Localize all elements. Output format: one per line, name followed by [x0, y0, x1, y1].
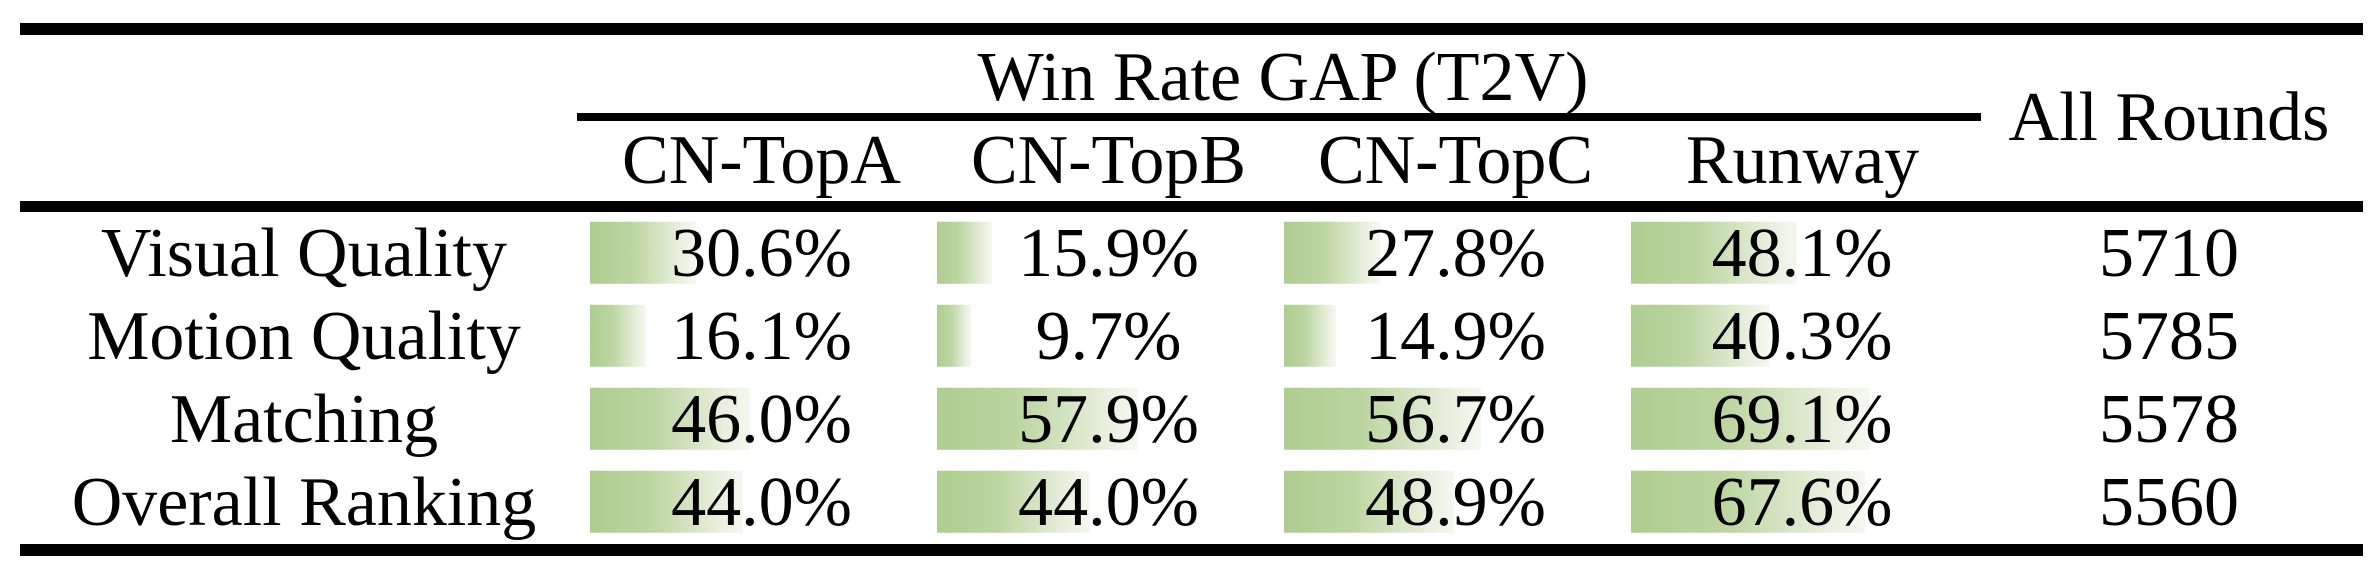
winrate-bar	[1631, 221, 1798, 284]
winrate-value: 44.0%	[671, 463, 852, 541]
winrate-cell: 44.0%	[588, 461, 935, 544]
table-row-motion-quality: Motion Quality 16.1% 9.7% 14.9% 40.3% 57…	[20, 295, 2363, 378]
row-label-text: Visual Quality	[100, 214, 508, 292]
winrate-value: 16.1%	[671, 297, 852, 375]
column-header-label: CN-TopA	[622, 122, 901, 199]
winrate-bar	[1284, 387, 1481, 450]
column-header-cn-topa: CN-TopA	[588, 121, 935, 201]
table-row-visual-quality: Visual Quality 30.6% 15.9% 27.8% 48.1% 5…	[20, 212, 2363, 295]
header-body-rule	[20, 201, 2363, 212]
winrate-bar	[937, 304, 971, 367]
winrate-cell: 9.7%	[935, 295, 1282, 378]
winrate-cell: 40.3%	[1629, 295, 1975, 378]
winrate-cell: 15.9%	[935, 212, 1282, 295]
all-rounds-header-label: All Rounds	[2008, 79, 2330, 156]
all-rounds-cell: 5710	[1975, 212, 2363, 295]
all-rounds-value: 5560	[2099, 463, 2239, 541]
row-label-text: Overall Ranking	[71, 463, 537, 541]
winrate-value: 46.0%	[671, 380, 852, 458]
all-rounds-value: 5578	[2099, 380, 2239, 458]
row-label: Motion Quality	[20, 295, 588, 378]
winrate-cell: 27.8%	[1282, 212, 1629, 295]
group-header-underline-rule	[577, 113, 1981, 121]
row-label-text: Motion Quality	[87, 297, 521, 375]
winrate-bar	[1631, 470, 1865, 533]
header-empty-corner	[20, 35, 588, 121]
all-rounds-value: 5710	[2099, 214, 2239, 292]
group-header-cell: Win Rate GAP (T2V)	[577, 35, 1981, 121]
column-header-cn-topc: CN-TopC	[1282, 121, 1629, 201]
header-row-columns: CN-TopA CN-TopB CN-TopC Runway	[20, 121, 2363, 201]
table-row-overall-ranking: Overall Ranking 44.0% 44.0% 48.9% 67.6% …	[20, 461, 2363, 544]
winrate-bar	[937, 221, 993, 284]
winrate-cell: 46.0%	[588, 378, 935, 461]
winrate-value: 27.8%	[1365, 214, 1546, 292]
winrate-cell: 67.6%	[1629, 461, 1975, 544]
winrate-value: 67.6%	[1711, 463, 1893, 541]
all-rounds-value: 5785	[2099, 297, 2239, 375]
top-rule	[20, 23, 2363, 35]
bottom-rule	[20, 544, 2363, 556]
winrate-value: 14.9%	[1365, 297, 1546, 375]
winrate-value: 69.1%	[1711, 380, 1893, 458]
winrate-bar	[590, 387, 750, 450]
winrate-cell: 56.7%	[1282, 378, 1629, 461]
winrate-cell: 14.9%	[1282, 295, 1629, 378]
column-header-runway: Runway	[1629, 121, 1976, 201]
winrate-cell: 57.9%	[935, 378, 1282, 461]
winrate-bar	[1284, 304, 1336, 367]
winrate-cell: 48.9%	[1282, 461, 1629, 544]
column-header-label: CN-TopC	[1317, 122, 1594, 199]
winrate-bar	[937, 470, 1090, 533]
winrate-cell: 44.0%	[935, 461, 1282, 544]
winrate-value: 56.7%	[1365, 380, 1546, 458]
winrate-value: 15.9%	[1018, 214, 1199, 292]
winrate-value: 48.9%	[1365, 463, 1546, 541]
winrate-bar	[1284, 470, 1454, 533]
all-rounds-header-cell: All Rounds	[1975, 35, 2363, 201]
winrate-bar	[1284, 221, 1381, 284]
column-header-label: Runway	[1685, 122, 1920, 199]
winrate-value: 9.7%	[1035, 297, 1182, 375]
group-header-title: Win Rate GAP (T2V)	[977, 39, 1589, 116]
header-empty-corner-2	[20, 121, 588, 201]
winrate-value: 40.3%	[1711, 297, 1893, 375]
winrate-bar	[590, 470, 743, 533]
winrate-value: 57.9%	[1018, 380, 1199, 458]
winrate-bar	[937, 387, 1138, 450]
all-rounds-cell: 5560	[1975, 461, 2363, 544]
winrate-value: 48.1%	[1711, 214, 1893, 292]
win-rate-gap-table: Win Rate GAP (T2V) CN-TopA CN-TopB CN-To…	[20, 23, 2363, 556]
column-header-cn-topb: CN-TopB	[935, 121, 1282, 201]
winrate-value: 44.0%	[1018, 463, 1199, 541]
winrate-cell: 69.1%	[1629, 378, 1975, 461]
winrate-cell: 30.6%	[588, 212, 935, 295]
all-rounds-cell: 5578	[1975, 378, 2363, 461]
winrate-cell: 48.1%	[1629, 212, 1975, 295]
row-label: Matching	[20, 378, 588, 461]
column-header-label: CN-TopB	[970, 122, 1247, 199]
row-label: Overall Ranking	[20, 461, 588, 544]
winrate-bar	[1631, 387, 1871, 450]
row-label: Visual Quality	[20, 212, 588, 295]
table-row-matching: Matching 46.0% 57.9% 56.7% 69.1% 5578	[20, 378, 2363, 461]
winrate-value: 30.6%	[671, 214, 852, 292]
row-label-text: Matching	[169, 380, 439, 458]
all-rounds-cell: 5785	[1975, 295, 2363, 378]
winrate-bar	[1631, 304, 1771, 367]
header-row-group: Win Rate GAP (T2V)	[20, 35, 2363, 121]
winrate-bar	[590, 221, 697, 284]
winrate-bar	[590, 304, 646, 367]
winrate-cell: 16.1%	[588, 295, 935, 378]
